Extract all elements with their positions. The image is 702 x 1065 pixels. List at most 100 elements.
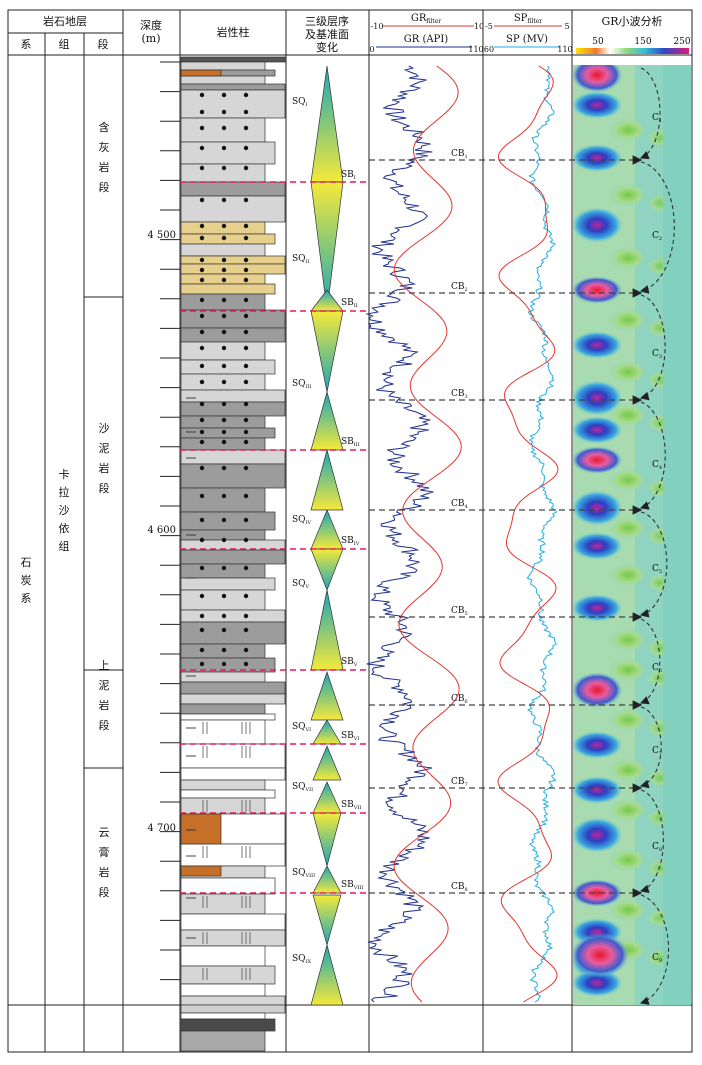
lithology-layer — [180, 693, 286, 705]
sand-dot — [199, 565, 205, 571]
wavelet-green-blob — [608, 516, 648, 540]
wavelet-green-blob — [608, 118, 648, 142]
wavelet-green-blob — [608, 898, 648, 922]
sp-mv-curve — [526, 65, 558, 1003]
sb-label-7: SBVII — [341, 800, 361, 811]
depth-labels: 4 500 4 600 4 700 — [147, 230, 176, 834]
cb-labels: CB1 CB2 CB3 CB4 CB5 CB6 CB7 CB8 — [451, 149, 468, 893]
lithology-layer — [180, 75, 266, 85]
lithology-layer — [180, 255, 286, 265]
sand-dot — [243, 329, 249, 335]
sand-dot — [199, 417, 205, 423]
sequence-triangle — [310, 65, 344, 183]
cycle-label-3: C3 — [652, 349, 662, 360]
vertical-char: 云 — [99, 826, 110, 839]
sand-dot — [221, 235, 227, 241]
cb-label-5: CB5 — [451, 606, 468, 617]
vertical-char: 依 — [59, 522, 70, 535]
vertical-char: 段 — [99, 718, 110, 732]
lithology-layer — [180, 449, 286, 465]
sequence-triangles — [310, 65, 344, 1006]
lithology-layer — [180, 83, 286, 91]
sand-dot — [221, 647, 227, 653]
lithology-layer — [180, 995, 286, 1006]
sand-dot — [199, 379, 205, 385]
lithology-layer — [180, 589, 266, 611]
lithology-layer — [180, 703, 266, 715]
cb-label-2: CB2 — [451, 282, 468, 293]
cycle-arc-2 — [639, 161, 675, 294]
sp-filter-label: SPfilter — [514, 13, 542, 25]
sequence-triangle — [310, 509, 344, 550]
sand-dot — [199, 465, 205, 471]
sand-dot — [221, 401, 227, 407]
wavelet-green-blob — [608, 798, 648, 822]
vertical-char: 段 — [99, 481, 110, 495]
cycle-labels: C1 C2 C3 C4 C5 C6 C7 C8 C9 — [652, 113, 662, 964]
sand-dot — [199, 257, 205, 263]
wavelet-color-bar — [576, 48, 689, 54]
wavelet-green-blob — [608, 360, 648, 384]
wavelet-blob — [573, 144, 623, 172]
gr-api-right-value: 110 — [468, 45, 483, 54]
sequence-triangle — [310, 448, 344, 511]
sand-dot — [221, 661, 227, 667]
wavelet-tick-50: 50 — [592, 37, 604, 47]
wavelet-blob — [573, 207, 623, 243]
sp-filter-main: SP — [514, 13, 528, 24]
wavelet-blob — [573, 776, 623, 804]
sequence-triangle — [312, 865, 342, 894]
sand-dot — [243, 429, 249, 435]
sand-dot — [199, 661, 205, 667]
lithology-layer — [180, 293, 266, 311]
sand-dot — [221, 593, 227, 599]
sand-dot — [243, 417, 249, 423]
gypsum-block — [180, 69, 222, 77]
wavelet-tick-250: 250 — [673, 37, 690, 47]
vertical-char: 含 — [99, 120, 110, 134]
lithology-layer — [180, 549, 286, 565]
gr-filter-main: GR — [411, 13, 427, 24]
sand-dot — [199, 277, 205, 283]
lithology-layer — [180, 359, 276, 375]
sand-dot — [199, 109, 205, 115]
cb-dashes — [369, 155, 643, 898]
cycle-arc-3 — [639, 294, 666, 401]
wavelet-green-blob — [608, 308, 648, 332]
sequence-triangle — [310, 289, 344, 312]
sand-dot — [243, 647, 249, 653]
sequence-triangle — [312, 745, 342, 781]
lithology-layer — [180, 789, 276, 799]
lithology-layer — [180, 843, 286, 867]
sand-dot — [243, 223, 249, 229]
wavelet-green-blob — [608, 468, 648, 492]
vertical-char: 炭 — [21, 574, 32, 587]
lithology-layer — [180, 681, 286, 695]
wavelet-blob — [573, 446, 623, 474]
gr-filter-label: GRfilter — [411, 13, 441, 25]
sand-dot — [243, 235, 249, 241]
sequence-triangle — [310, 390, 344, 451]
lithology-layer — [180, 141, 276, 165]
log-curves — [365, 65, 559, 1003]
sand-dot — [221, 363, 227, 369]
sequence-triangle — [310, 181, 344, 312]
wavelet-green-blob — [608, 708, 648, 732]
sand-dot — [243, 109, 249, 115]
sand-dot — [221, 439, 227, 445]
depth-axis — [160, 61, 180, 981]
sand-dot — [243, 165, 249, 171]
sand-dot — [221, 267, 227, 273]
lithology-layer — [180, 463, 286, 489]
sequence-triangle — [310, 670, 344, 721]
sand-dot — [199, 267, 205, 273]
lithology-layer — [180, 779, 266, 791]
lithology-layer — [180, 327, 286, 343]
vertical-char: 岩 — [99, 698, 110, 712]
cycle-arc-9 — [639, 894, 670, 1005]
vertical-char: 灰 — [99, 140, 110, 154]
lithology-layer — [180, 929, 286, 947]
lithology-layer — [180, 893, 266, 915]
vertical-char: 上 — [99, 659, 110, 672]
wavelet-green-blob — [608, 246, 648, 270]
